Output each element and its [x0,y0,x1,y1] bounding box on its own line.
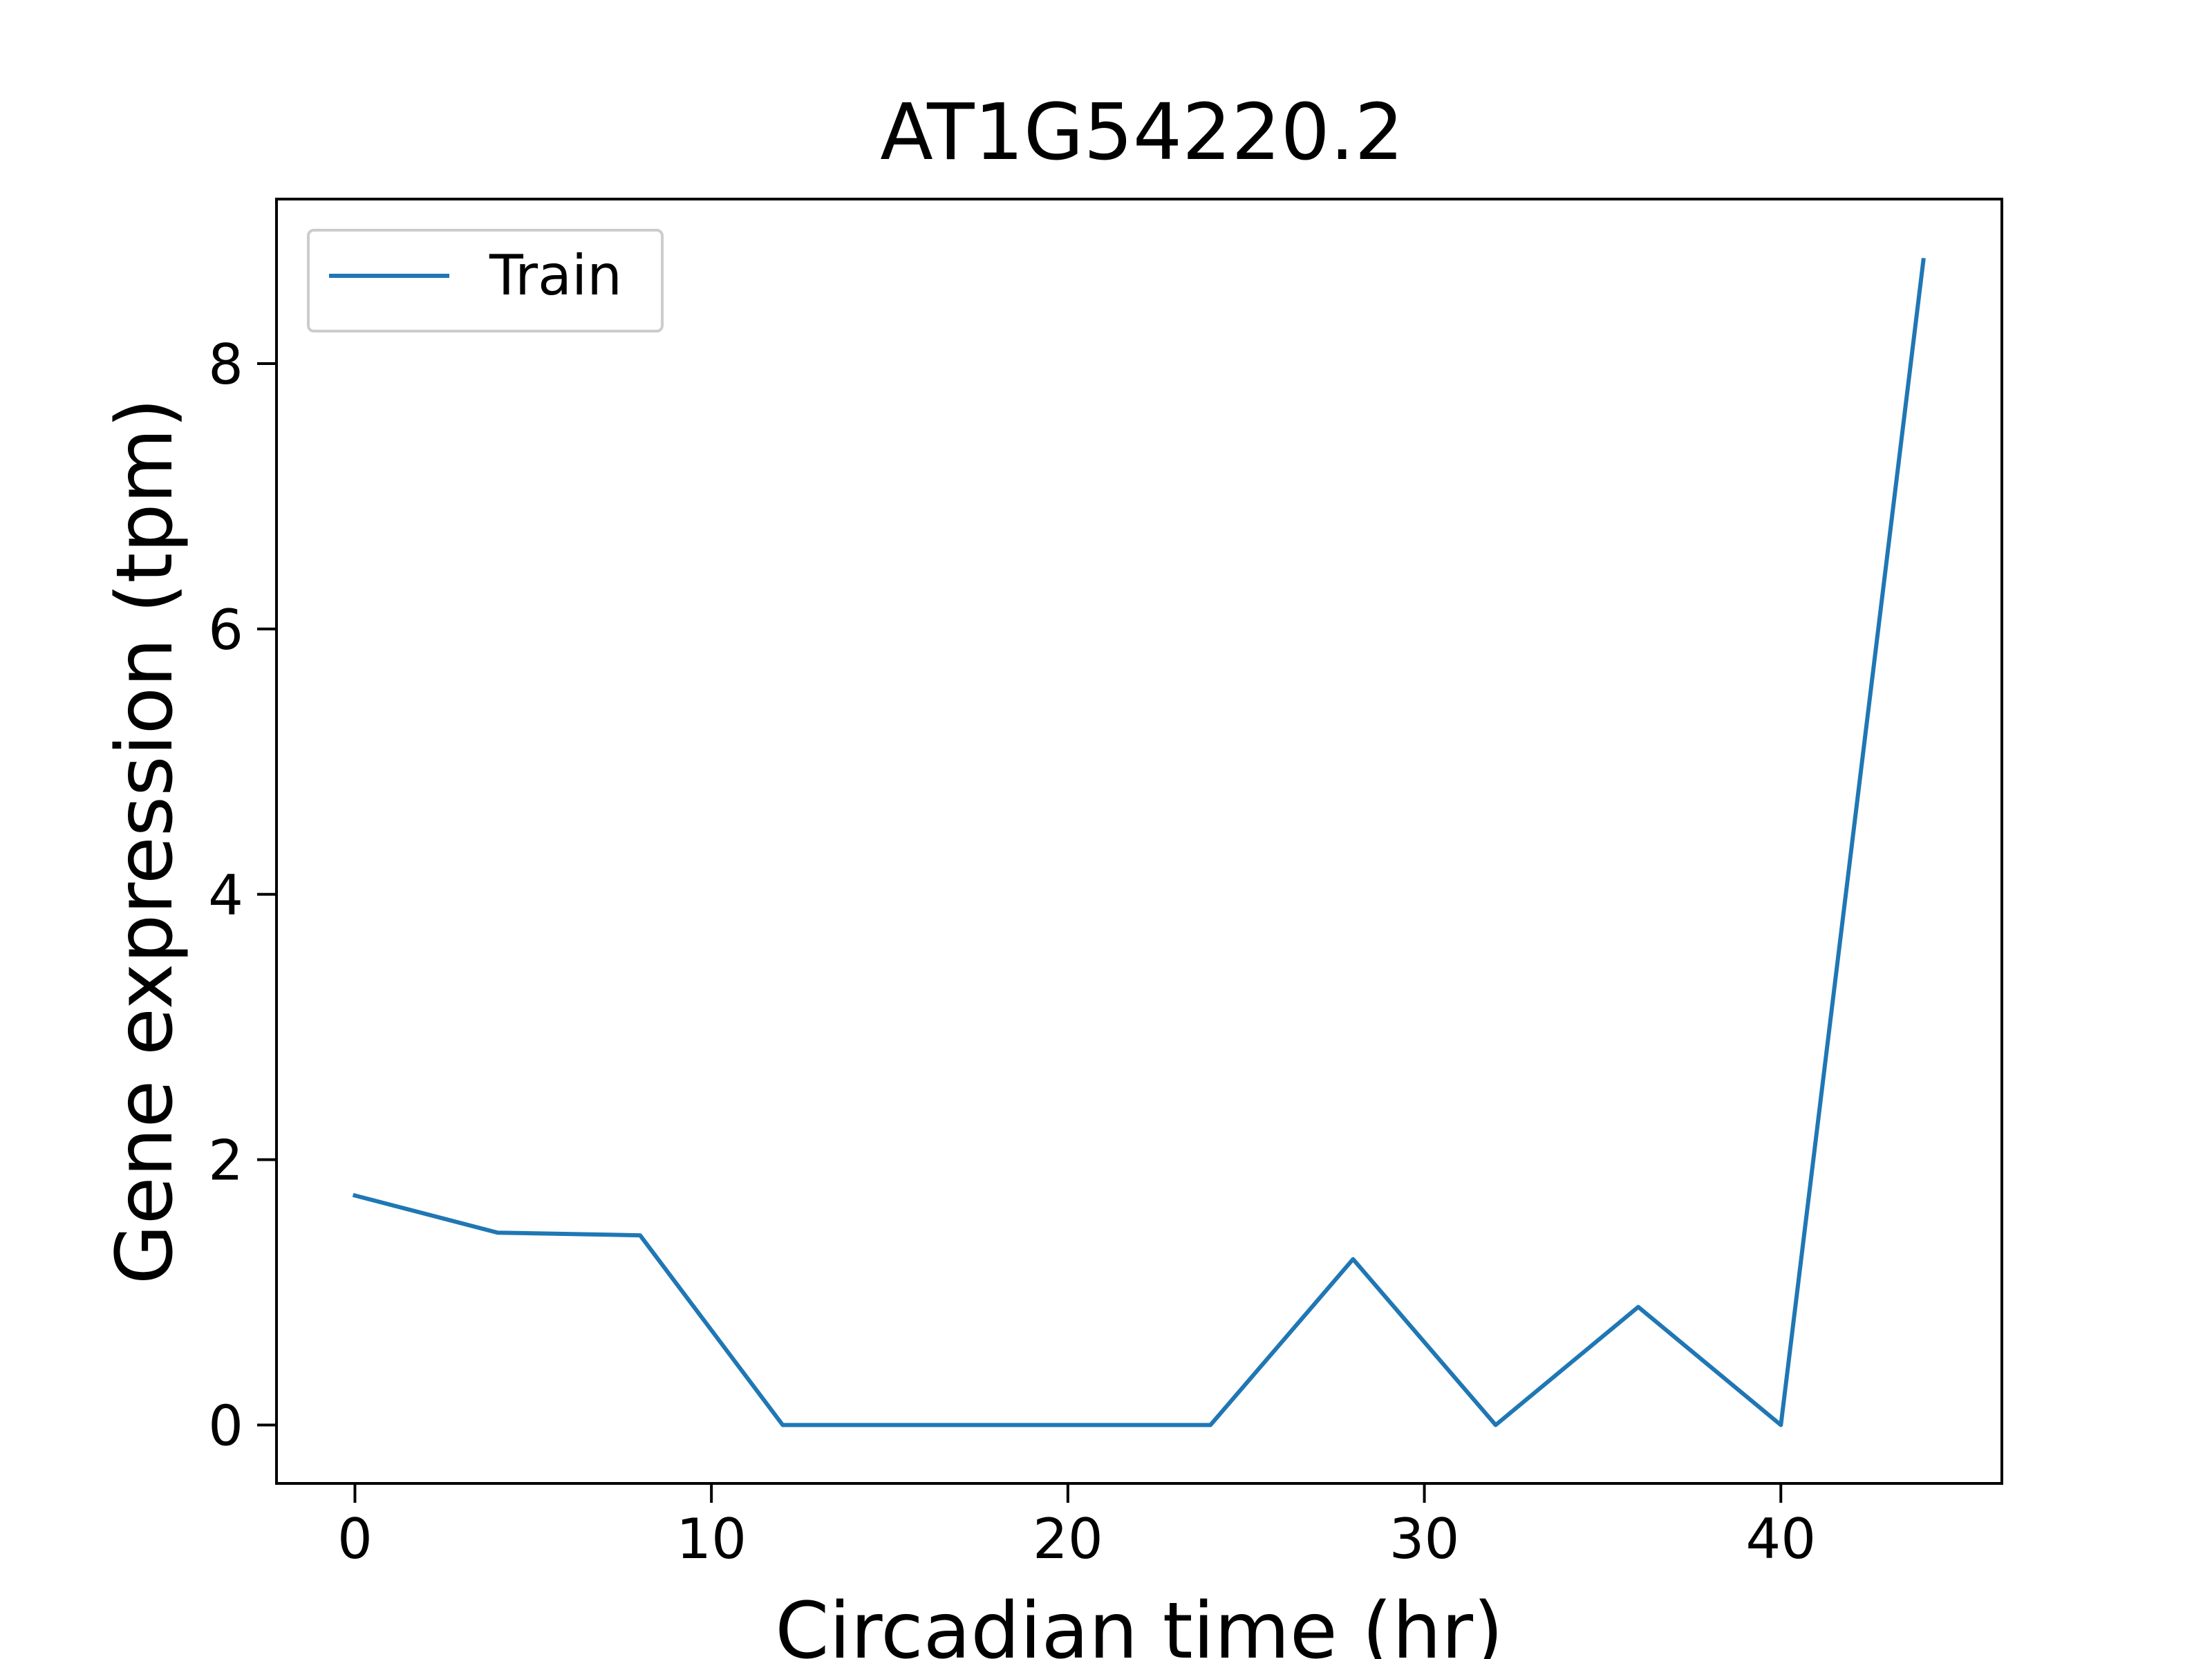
chart-title: AT1G54220.2 [880,88,1404,178]
x-axis-label: Circadian time (hr) [775,1586,1503,1659]
x-tick-label: 0 [337,1507,373,1571]
x-tick-label: 30 [1389,1507,1460,1571]
legend: Train [307,229,664,332]
legend-label-train: Train [489,243,622,308]
x-tick-label: 40 [1745,1507,1816,1571]
x-tick-label: 20 [1033,1507,1103,1571]
y-tick-label: 0 [208,1394,243,1459]
legend-box [307,229,664,332]
x-axis-ticks: 0 10 20 30 40 [337,1483,1816,1571]
series-line-train [352,257,1926,1427]
y-tick-label: 4 [208,863,243,928]
plot-area [275,198,2003,1485]
axes-frame [275,198,2003,1485]
y-axis-label: Gene expression (tpm) [100,398,190,1284]
y-tick-label: 2 [208,1129,243,1193]
y-axis-ticks: 0 2 4 6 8 [208,332,276,1459]
y-tick-label: 8 [208,332,243,397]
y-tick-label: 6 [208,598,243,662]
series-layer [352,257,1926,1427]
x-tick-label: 10 [676,1507,747,1571]
